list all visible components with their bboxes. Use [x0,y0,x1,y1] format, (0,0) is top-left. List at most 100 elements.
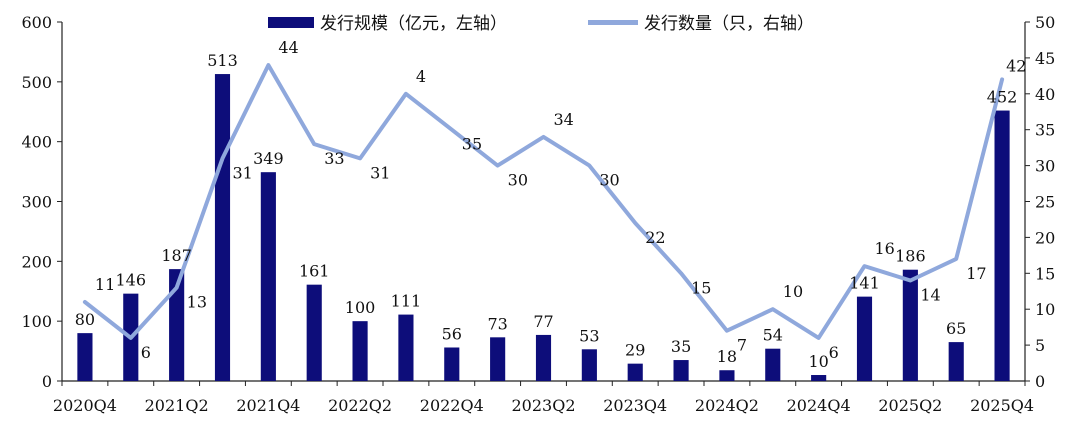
y-right-tick-label: 5 [1035,336,1045,355]
bar [581,349,597,381]
y-right-tick-label: 40 [1035,85,1055,104]
bar-data-label: 452 [987,88,1018,107]
bar-data-label: 18 [717,347,737,366]
y-right-tick-label: 45 [1035,49,1055,68]
line-data-label: 13 [187,293,207,312]
x-tick-label: 2024Q4 [787,396,851,415]
bar-data-label: 56 [442,324,462,343]
bar-data-label: 161 [299,262,330,281]
bar [490,337,506,381]
bar [627,363,643,381]
line-data-label: 17 [966,264,986,283]
line-data-label: 33 [324,149,344,168]
x-tick-label: 2021Q2 [145,396,209,415]
y-right-tick-label: 20 [1035,228,1055,247]
bar [535,334,552,381]
x-tick-label: 2022Q2 [328,396,392,415]
bar [444,347,460,381]
bar [765,348,781,381]
bar-data-label: 65 [946,319,966,338]
bar-series [77,74,1010,382]
x-tick-label: 2025Q4 [970,396,1034,415]
x-tick-label: 2023Q4 [603,396,667,415]
bar-data-label: 100 [345,298,376,317]
axes: 0 100 200 300 400 500 600 0 5 10 15 20 25 30 35 40 45 50 2… [21,13,1055,415]
bar-data-label: 141 [849,274,880,293]
legend-swatch-bar [268,17,314,28]
bar-data-label: 77 [533,312,553,331]
y-right-tick-label: 30 [1035,157,1055,176]
bar-data-label: 186 [895,247,926,266]
bar-data-label: 73 [487,314,507,333]
line-data-label: 7 [737,336,747,355]
bar-data-label: 111 [391,292,422,311]
y-left-tick-label: 100 [21,312,52,331]
y-right-tick-label: 0 [1035,372,1045,391]
y-right-tick-label: 35 [1035,121,1055,140]
bar-data-label: 10 [808,352,828,371]
bar [398,314,414,381]
line-data-label: 14 [920,285,940,304]
line-series [82,63,1005,340]
line-data-label: 6 [141,343,151,362]
line-data-label: 31 [370,163,390,182]
line-data-label: 10 [783,282,803,301]
y-right-tick-label: 25 [1035,193,1055,212]
bar [352,321,368,381]
x-tick-label: 2023Q2 [511,396,575,415]
bar-data-label: 513 [207,51,238,70]
bar [260,172,276,381]
bar [214,74,231,382]
line-data-label: 34 [554,110,574,129]
line-data-label: 6 [829,343,839,362]
bar [169,269,185,381]
x-tick-label: 2025Q2 [878,396,942,415]
y-left-tick-label: 0 [42,372,52,391]
y-right-tick-label: 10 [1035,300,1055,319]
legend-swatch-line [588,20,638,25]
line-data-label: 44 [278,38,298,57]
bar-data-label: 53 [579,326,599,345]
x-tick-label: 2020Q4 [53,396,117,415]
y-left-tick-label: 600 [21,13,52,32]
x-tick-label: 2022Q4 [420,396,484,415]
line-data-label: 30 [599,171,619,190]
line-data-label: 11 [95,275,115,294]
y-right-tick-label: 15 [1035,264,1055,283]
bar-data-label: 35 [671,337,691,356]
bar-data-label: 146 [116,271,147,290]
bar-data-label: 29 [625,341,645,360]
bar [994,110,1010,381]
y-left-tick-label: 300 [21,193,52,212]
bar-data-label: 349 [253,149,284,168]
bar [306,284,322,381]
line-data-label: 42 [1006,56,1026,75]
bar [856,296,873,381]
legend: 发行规模（亿元，左轴） 发行数量（只，右轴） [268,14,814,34]
legend-label-line: 发行数量（只，右轴） [644,14,814,34]
line-data-label: 35 [462,135,482,154]
bar-data-label: 54 [763,326,783,345]
legend-label-bar: 发行规模（亿元，左轴） [320,14,507,34]
line-data-label: 22 [645,228,665,247]
bar [719,370,735,381]
y-left-tick-label: 500 [21,73,52,92]
bar-data-label: 187 [161,246,192,265]
y-left-tick-label: 200 [21,252,52,271]
line-data-label: 4 [416,67,426,86]
line-path [82,63,1005,340]
bar-data-label: 80 [75,310,95,329]
bar [77,333,93,381]
x-tick-label: 2021Q4 [236,396,300,415]
bar [673,360,689,381]
line-data-label: 31 [233,163,253,182]
x-tick-label: 2024Q2 [695,396,759,415]
y-right-tick-label: 50 [1035,13,1055,32]
line-data-label: 30 [508,171,528,190]
bar [948,342,964,381]
bar [902,269,918,381]
y-left-tick-label: 400 [21,133,52,152]
